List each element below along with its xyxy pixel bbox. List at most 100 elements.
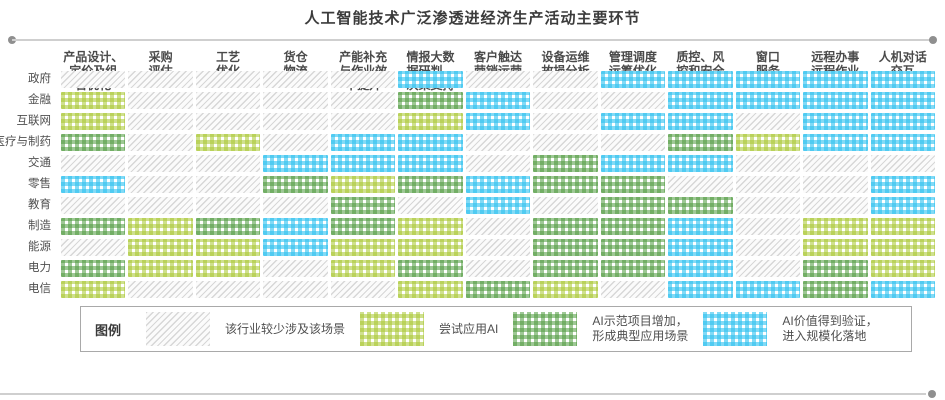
matrix-cell [398, 134, 463, 151]
matrix-cell [533, 71, 598, 88]
legend-swatch-trial [360, 312, 425, 346]
legend-swatch-demo [513, 312, 578, 346]
matrix-cell [803, 260, 868, 277]
matrix-cell [330, 134, 396, 151]
heatmap-matrix: 产品设计、 定价及组 合优化采购 评估工艺 优化货仓 物流产能补充 与作业效 率… [0, 48, 935, 300]
matrix-cell [803, 176, 868, 193]
matrix-cell [803, 71, 868, 88]
matrix-cell [128, 155, 193, 172]
row-label: 电信 [28, 283, 51, 295]
matrix-cell [668, 92, 733, 109]
matrix-cell [330, 92, 396, 109]
row-label: 教育 [28, 199, 51, 211]
matrix-cell [735, 197, 801, 214]
matrix-cell [61, 197, 126, 214]
matrix-cell [330, 176, 396, 193]
matrix-cell [263, 155, 328, 172]
bottom-divider-line [0, 393, 926, 395]
matrix-cell [600, 92, 666, 109]
matrix-cell [263, 113, 328, 130]
matrix-cell [465, 134, 531, 151]
legend-label-demo: AI示范项目增加， 形成典型应用场景 [592, 314, 689, 343]
matrix-cell [61, 71, 126, 88]
matrix-cell [195, 218, 261, 235]
matrix-cell [195, 92, 261, 109]
matrix-cell [870, 155, 935, 172]
row-label: 零售 [28, 178, 51, 190]
matrix-cell [600, 197, 666, 214]
matrix-cell [263, 134, 328, 151]
matrix-cell [61, 134, 126, 151]
legend: 图例 该行业较少涉及该场景 尝试应用AI AI示范项目增加， 形成典型应用场景 … [80, 306, 912, 352]
matrix-cell [803, 239, 868, 256]
matrix-cell [668, 197, 733, 214]
matrix-cell [128, 71, 193, 88]
matrix-cell [870, 260, 935, 277]
matrix-cell [128, 134, 193, 151]
matrix-cell [330, 218, 396, 235]
matrix-cell [668, 113, 733, 130]
matrix-cell [870, 218, 935, 235]
matrix-cell [263, 176, 328, 193]
matrix-cell [533, 239, 598, 256]
matrix-cell [803, 218, 868, 235]
matrix-cell [600, 155, 666, 172]
matrix-cell [195, 155, 261, 172]
matrix-cell [128, 176, 193, 193]
matrix-cell [128, 239, 193, 256]
row-label: 电力 [28, 262, 51, 274]
matrix-cell [398, 197, 463, 214]
matrix-cell [735, 113, 801, 130]
matrix-cell [195, 239, 261, 256]
matrix-cell [465, 113, 531, 130]
matrix-cell [398, 218, 463, 235]
matrix-cell [263, 71, 328, 88]
matrix-cell [803, 92, 868, 109]
row-label: 政府 [28, 73, 51, 85]
matrix-cell [398, 260, 463, 277]
row-label: 金融 [28, 94, 51, 106]
matrix-cell [668, 134, 733, 151]
matrix-cell [803, 113, 868, 130]
matrix-cell [735, 176, 801, 193]
matrix-cell [735, 92, 801, 109]
legend-title: 图例 [95, 322, 122, 338]
matrix-cell [600, 239, 666, 256]
matrix-cell [735, 218, 801, 235]
matrix-cell [533, 134, 598, 151]
matrix-cell [330, 239, 396, 256]
bottom-divider-right-dot [928, 390, 936, 398]
matrix-cell [61, 281, 126, 298]
matrix-cell [398, 155, 463, 172]
matrix-cell [128, 281, 193, 298]
bottom-divider [0, 389, 936, 398]
matrix-cell [600, 134, 666, 151]
matrix-cell [533, 92, 598, 109]
legend-swatch-none [146, 312, 211, 346]
matrix-cell [668, 281, 733, 298]
matrix-cell [870, 113, 935, 130]
matrix-cell [195, 281, 261, 298]
row-label: 制造 [28, 220, 51, 232]
matrix-cell [398, 239, 463, 256]
matrix-cell [735, 239, 801, 256]
matrix-cell [600, 71, 666, 88]
matrix-cell [870, 281, 935, 298]
matrix-cell [465, 92, 531, 109]
matrix-cell [668, 239, 733, 256]
row-label: 互联网 [16, 115, 52, 127]
matrix-cell [803, 134, 868, 151]
matrix-cell [465, 176, 531, 193]
matrix-cell [330, 260, 396, 277]
legend-label-none: 该行业较少涉及该场景 [225, 321, 346, 336]
matrix-cell [533, 218, 598, 235]
matrix-cell [263, 92, 328, 109]
matrix-cell [61, 113, 126, 130]
matrix-cell [398, 113, 463, 130]
matrix-cell [668, 260, 733, 277]
matrix-cell [600, 113, 666, 130]
matrix-cell [263, 218, 328, 235]
matrix-cell [600, 176, 666, 193]
matrix-cell [870, 71, 935, 88]
divider-right-dot [929, 36, 937, 44]
